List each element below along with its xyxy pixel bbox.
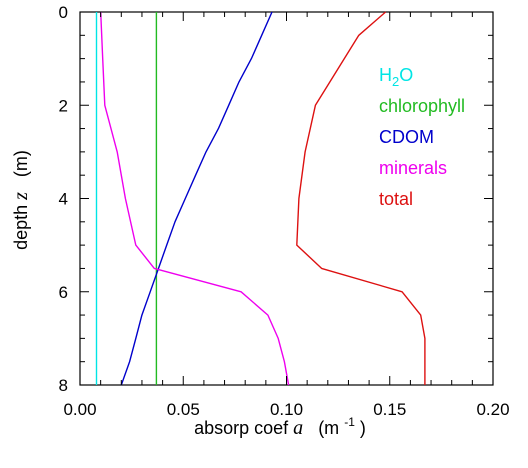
- x-tick-label: 0.10: [270, 400, 303, 419]
- x-axis-symbol: a: [293, 417, 303, 439]
- x-axis-unit-exponent: -1: [344, 415, 355, 429]
- y-axis-title-prefix: depth: [11, 200, 31, 250]
- x-tick-label: 0.20: [476, 400, 509, 419]
- y-axis-title: depth z (m): [10, 150, 32, 250]
- series-line-total: [296, 11, 426, 385]
- series-line-cdom: [120, 11, 273, 386]
- legend-entry-h2o: H2O: [379, 65, 413, 89]
- y-axis-symbol: z: [10, 192, 32, 201]
- series-line-minerals: [100, 11, 290, 386]
- legend-text-tail: O: [399, 65, 413, 85]
- x-tick-label: 0.15: [373, 400, 406, 419]
- x-axis-ticks: 0.00 0.05 0.10 0.15 0.20: [63, 12, 510, 419]
- x-tick-label: 0.05: [167, 400, 200, 419]
- x-tick-label: 0.00: [63, 400, 96, 419]
- x-axis-unit-open: (m: [318, 418, 339, 438]
- series-layer: [95, 11, 426, 386]
- y-axis-unit: (m): [11, 150, 31, 177]
- plot-area: [79, 11, 494, 386]
- y-axis-ticks: 0 2 4 6 8: [59, 3, 493, 395]
- legend-entry-total: total: [379, 189, 413, 209]
- legend-entry-minerals: minerals: [379, 158, 447, 178]
- x-axis-unit-close: ): [360, 418, 366, 438]
- y-tick-label: 2: [59, 96, 68, 115]
- y-tick-label: 0: [59, 3, 68, 22]
- x-axis-title: absorp coef a (m -1 ): [194, 410, 366, 439]
- x-axis-title-prefix: absorp coef: [194, 418, 293, 438]
- legend-entry-cdom: CDOM: [379, 127, 434, 147]
- y-tick-label: 6: [59, 283, 68, 302]
- legend-text-base: H: [379, 65, 392, 85]
- legend-text-subscript: 2: [392, 74, 399, 89]
- legend-entry-chlorophyll: chlorophyll: [379, 96, 465, 116]
- y-tick-label: 8: [59, 376, 68, 395]
- plot-frame: [79, 11, 494, 386]
- y-tick-label: 4: [59, 190, 68, 209]
